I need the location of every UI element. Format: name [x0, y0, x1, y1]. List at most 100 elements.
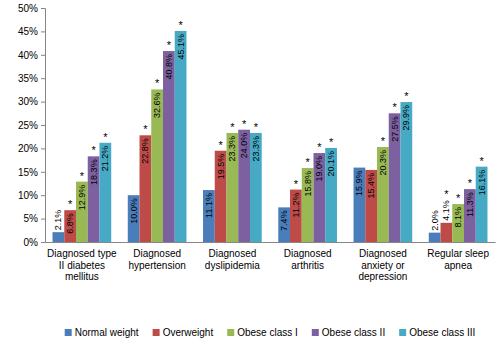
category-label: Diagnoseddyslipidemia: [205, 248, 260, 271]
data-label: 15.8%: [303, 171, 313, 197]
series: [99, 31, 487, 242]
data-label: 2.1%: [53, 210, 63, 231]
bar: [175, 31, 187, 242]
annotation: *: [103, 131, 108, 143]
category-label-line: Regular sleep: [427, 248, 489, 259]
bar: [99, 143, 111, 242]
legend-swatch: [153, 329, 160, 336]
bar: [441, 223, 453, 242]
tick-label: 35%: [18, 73, 38, 84]
legend-item: Obese class I: [227, 327, 298, 338]
chart: 0%5%10%15%20%25%30%35%40%45%50%Diagnosed…: [0, 0, 500, 345]
legend-label: Overweight: [163, 327, 214, 338]
data-label: 7.4%: [279, 210, 289, 231]
bar: [163, 51, 175, 242]
bar: [313, 153, 325, 242]
tick: Diagnoseddyslipidemia: [205, 248, 260, 271]
bars: [53, 31, 488, 242]
data-label: 24.0%: [239, 133, 249, 159]
tick-mark: [41, 55, 45, 56]
tick: Regular sleepapnea: [427, 248, 489, 271]
category-label-line: Diagnosed type: [47, 248, 117, 259]
bar: [365, 170, 377, 242]
legend-item: Normal weight: [65, 327, 139, 338]
series: [88, 51, 476, 242]
tick: 40%: [18, 50, 45, 61]
annotation: *: [68, 198, 73, 210]
data-label: 20.1%: [326, 151, 336, 177]
category-label: Diagnosedhypertension: [128, 248, 185, 271]
tick-label: 20%: [18, 143, 38, 154]
bar: [302, 168, 314, 242]
tick: 50%: [18, 3, 45, 14]
category-label: Regular sleepapnea: [427, 248, 489, 271]
bar: [389, 113, 401, 242]
bar: [452, 204, 464, 242]
data-label: 6.8%: [65, 213, 75, 234]
annotation: *: [178, 19, 183, 31]
data-label: 21.2%: [100, 146, 110, 172]
data-label: 11.1%: [204, 193, 214, 218]
bar: [128, 195, 140, 242]
tick: Diagnosedhypertension: [128, 248, 185, 271]
legend-swatch: [312, 329, 319, 336]
tick-mark: [41, 78, 45, 79]
annotation: *: [167, 39, 172, 51]
data-label: 19.5%: [216, 154, 226, 180]
legend-item: Obese class III: [399, 327, 475, 338]
tick-mark: [41, 148, 45, 149]
annotation: *: [392, 101, 397, 113]
data-label: 40.8%: [164, 54, 174, 80]
data-label: 2.0%: [430, 210, 440, 231]
annotation: *: [479, 155, 484, 167]
category-label: Diagnosed typeII diabetesmellitus: [47, 248, 117, 282]
data-label: 15.4%: [366, 173, 376, 199]
bar: [76, 182, 88, 242]
bar: [429, 233, 441, 242]
bar: [88, 156, 100, 242]
annotation: *: [155, 77, 160, 89]
bar: [238, 130, 250, 242]
tick-mark: [41, 219, 45, 220]
bar: [476, 167, 488, 242]
data-label: 23.3%: [251, 136, 261, 162]
series: [76, 89, 464, 242]
data-label: 45.1%: [176, 34, 186, 60]
category-label-line: Diagnosed: [208, 248, 256, 259]
tick: 5%: [24, 213, 45, 224]
data-label: 22.8%: [140, 138, 150, 164]
plot-area: 0%5%10%15%20%25%30%35%40%45%50%Diagnosed…: [18, 3, 496, 282]
bar: [215, 151, 227, 242]
tick: 30%: [18, 96, 45, 107]
annotation: *: [91, 144, 96, 156]
category-label-line: apnea: [444, 260, 472, 271]
data-label: 10.0%: [129, 198, 139, 224]
data-label: 29.9%: [401, 105, 411, 131]
data-label: 11.2%: [291, 193, 301, 218]
data-label: 12.9%: [77, 185, 87, 211]
data-label: 8.1%: [453, 207, 463, 228]
bar: [278, 207, 290, 242]
tick: 10%: [18, 190, 45, 201]
bar: [203, 190, 215, 242]
tick-mark: [41, 195, 45, 196]
bar: [250, 133, 262, 242]
annotation: *: [218, 139, 223, 151]
tick: Diagnosedanxiety ordepression: [358, 248, 407, 282]
annotation: *: [456, 192, 461, 204]
annotation: *: [329, 136, 334, 148]
legend-item: Overweight: [153, 327, 214, 338]
tick-mark: [41, 125, 45, 126]
tick: 25%: [18, 120, 45, 131]
category-label-line: depression: [358, 271, 407, 282]
tick-mark: [41, 31, 45, 32]
annotation: *: [305, 156, 310, 168]
tick: 0%: [24, 237, 45, 248]
data-label: 15.9%: [354, 171, 364, 197]
legend-label: Obese class II: [322, 327, 385, 338]
annotation: *: [254, 121, 259, 133]
data-label: 20.3%: [378, 150, 388, 176]
data-label: 23.3%: [227, 136, 237, 162]
tick-label: 45%: [18, 26, 38, 37]
data-label: 11.3%: [465, 192, 475, 217]
